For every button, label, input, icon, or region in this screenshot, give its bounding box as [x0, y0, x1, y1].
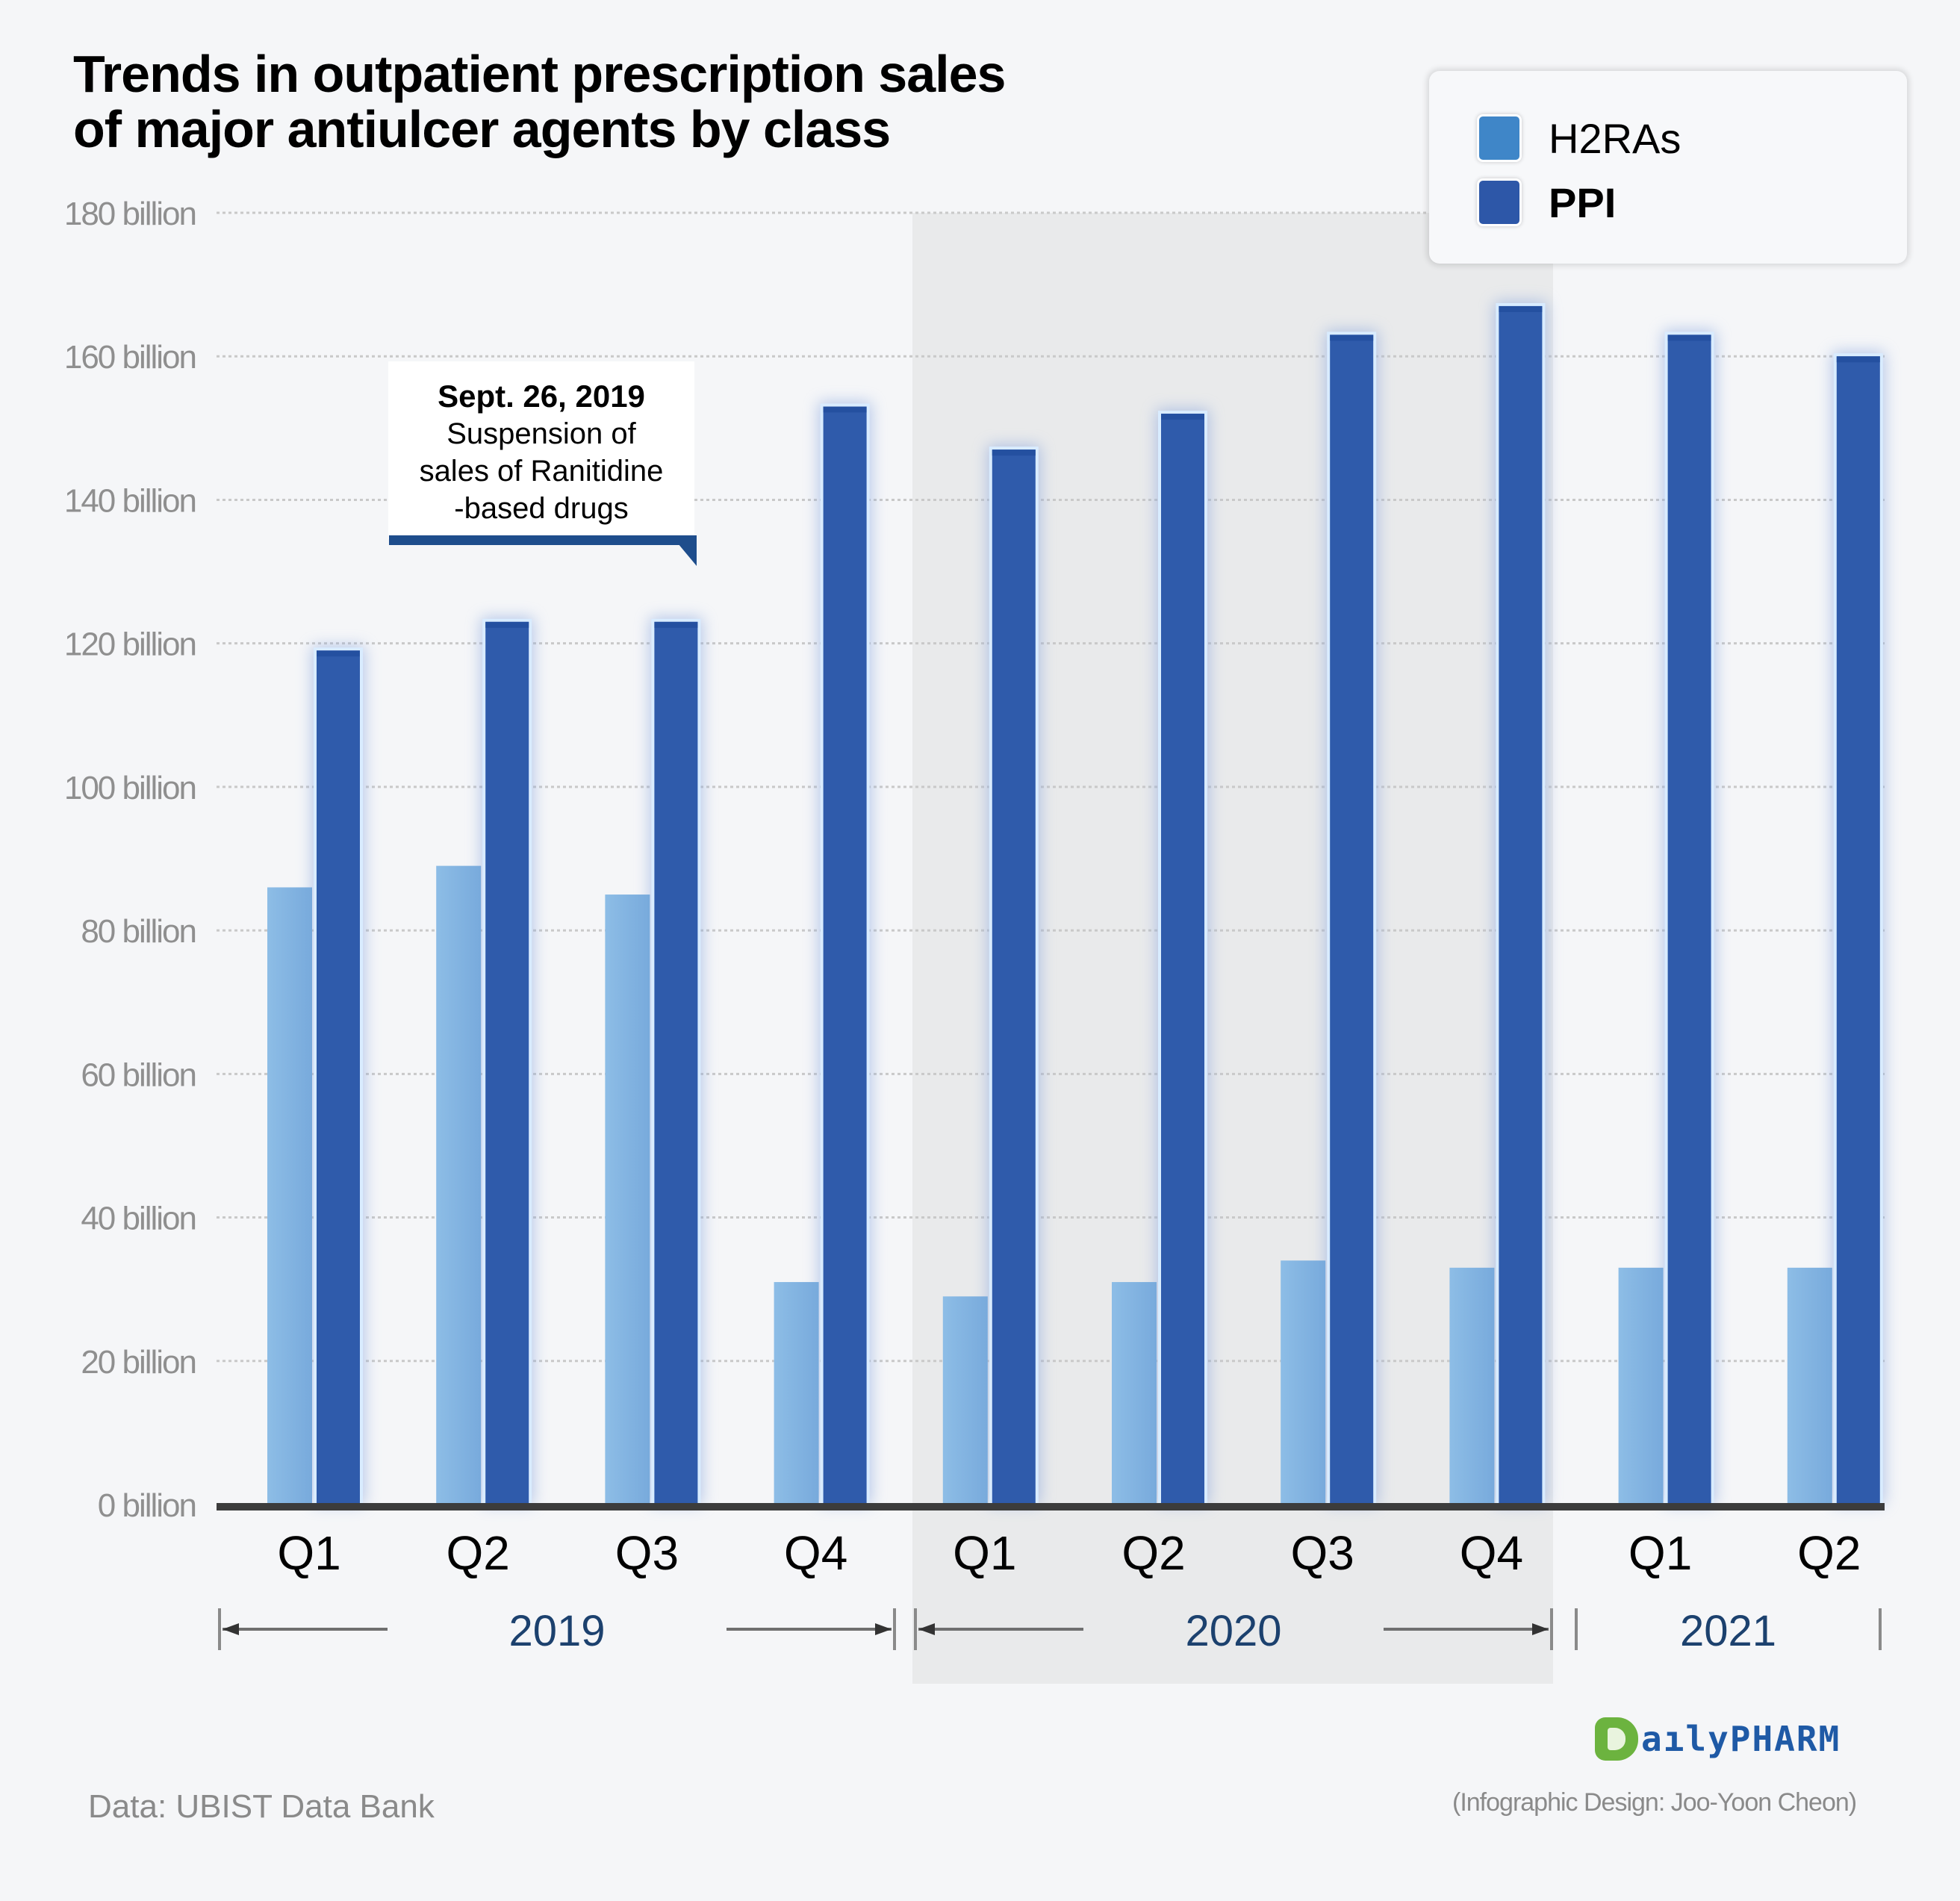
bar-h2ras	[1449, 1267, 1495, 1505]
y-tick-label: 160 billion	[64, 339, 196, 376]
annotation-line-3: -based drugs	[454, 492, 629, 525]
bar-h2ras	[1112, 1282, 1157, 1505]
legend-label-h2ras: H2RAs	[1549, 114, 1681, 162]
x-tick-label: Q1	[277, 1526, 340, 1580]
bar-ppi-cap	[1667, 335, 1711, 341]
bar-h2ras	[1618, 1267, 1664, 1505]
x-tick-label: Q2	[1121, 1526, 1185, 1580]
legend-label-ppi: PPI	[1549, 178, 1617, 226]
bar-ppi-cap	[1836, 356, 1880, 363]
legend-swatch-ppi	[1477, 178, 1522, 226]
annotation-underline	[389, 535, 697, 545]
bar-ppi	[1667, 335, 1711, 1505]
y-tick-label: 180 billion	[64, 196, 196, 232]
year-label: 2021	[1680, 1607, 1776, 1655]
y-tick-label: 120 billion	[64, 626, 196, 663]
bar-ppi-cap	[654, 621, 698, 628]
bar-ppi	[485, 621, 529, 1505]
y-tick-label: 140 billion	[64, 482, 196, 519]
annotation-date: Sept. 26, 2019	[438, 379, 645, 414]
x-tick-label: Q1	[1628, 1526, 1692, 1580]
bar-ppi-cap	[1161, 414, 1204, 420]
bar-ppi-cap	[992, 449, 1036, 456]
x-tick-label: Q3	[1291, 1526, 1354, 1580]
y-tick-label: 60 billion	[81, 1057, 196, 1093]
x-tick-label: Q1	[953, 1526, 1016, 1580]
data-source: Data: UBIST Data Bank	[88, 1788, 435, 1825]
y-tick-label: 80 billion	[81, 913, 196, 950]
y-tick-label: 0 billion	[98, 1487, 196, 1524]
x-tick-label: Q2	[1797, 1526, 1861, 1580]
y-tick-label: 40 billion	[81, 1201, 196, 1237]
chart-title: Trends in outpatient prescription sales …	[73, 45, 1006, 158]
year-label: 2019	[508, 1607, 605, 1655]
bar-ppi-cap	[1330, 335, 1374, 341]
annotation-line-2: sales of Ranitidine	[419, 455, 664, 488]
bar-ppi	[992, 449, 1036, 1505]
legend-swatch-h2ras	[1477, 114, 1522, 162]
bar-ppi	[1330, 335, 1374, 1505]
bar-ppi	[1499, 305, 1543, 1505]
bar-h2ras	[1787, 1267, 1832, 1505]
bar-h2ras	[942, 1296, 988, 1505]
x-tick-label: Q3	[615, 1526, 679, 1580]
bar-h2ras	[436, 865, 482, 1505]
bar-ppi	[317, 650, 360, 1505]
x-tick-label: Q4	[1460, 1526, 1523, 1580]
x-tick-label: Q4	[784, 1526, 847, 1580]
legend-item-ppi: PPI	[1477, 178, 1617, 226]
arrowhead-left-icon	[918, 1623, 935, 1635]
title-line-1: Trends in outpatient prescription sales	[73, 45, 1006, 103]
bar-ppi-cap	[485, 621, 529, 628]
y-tick-label: 20 billion	[81, 1344, 196, 1381]
bar-ppi-cap	[823, 406, 867, 413]
logo-text: aılyPHARM	[1641, 1719, 1841, 1759]
arrowhead-right-icon	[875, 1623, 892, 1635]
x-tick-label: Q2	[447, 1526, 510, 1580]
bar-ppi	[654, 621, 698, 1505]
bar-ppi	[1161, 414, 1204, 1505]
arrowhead-right-icon	[1532, 1623, 1549, 1635]
bar-h2ras	[774, 1282, 819, 1505]
bar-ppi-cap	[317, 650, 360, 657]
legend: H2RAs PPI	[1429, 71, 1907, 264]
bar-h2ras	[1281, 1260, 1326, 1505]
arrowhead-left-icon	[223, 1623, 239, 1635]
year-label: 2020	[1185, 1607, 1281, 1655]
dailypharm-logo: aılyPHARM	[1595, 1717, 1841, 1761]
annotation-callout: Sept. 26, 2019 Suspension of sales of Ra…	[388, 361, 694, 539]
logo-d-icon	[1595, 1717, 1638, 1761]
legend-item-h2ras: H2RAs	[1477, 114, 1681, 162]
bar-ppi	[1836, 356, 1880, 1505]
title-line-2: of major antiulcer agents by class	[73, 100, 891, 158]
bar-ppi	[823, 406, 867, 1505]
bar-h2ras	[605, 895, 650, 1505]
bar-h2ras	[267, 887, 312, 1505]
annotation-pointer	[678, 544, 697, 566]
y-tick-label: 100 billion	[64, 770, 196, 806]
x-axis-baseline	[217, 1503, 1885, 1510]
design-credit: (Infographic Design: Joo-Yoon Cheon)	[1452, 1788, 1857, 1817]
bar-ppi-cap	[1499, 305, 1543, 312]
annotation-line-1: Suspension of	[447, 417, 636, 450]
